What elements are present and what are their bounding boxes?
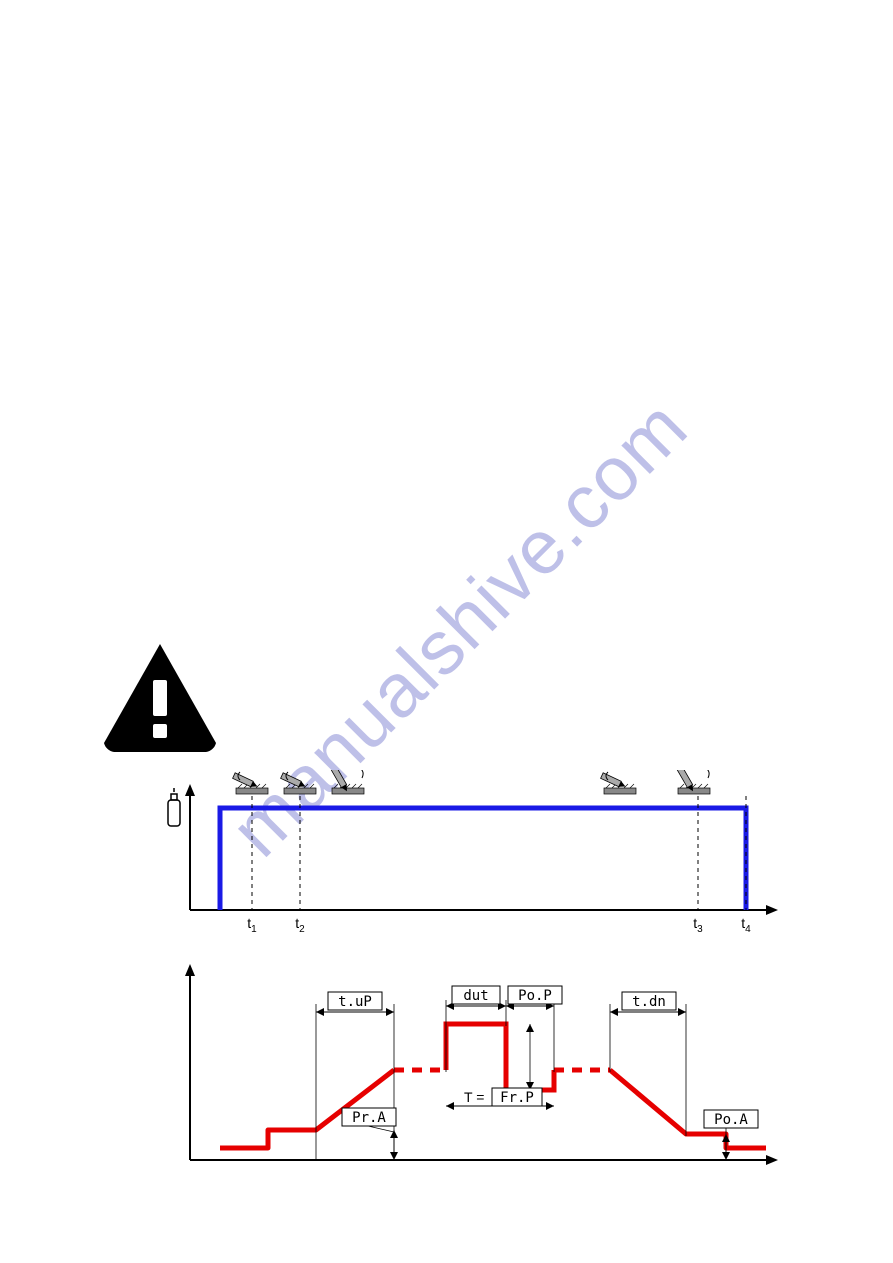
tick-t4: t4: [741, 915, 751, 935]
warning-icon: [100, 644, 220, 752]
svg-text:Pr.A: Pr.A: [352, 1110, 386, 1126]
tick-t3: t3: [693, 915, 703, 935]
svg-text:t.dn: t.dn: [632, 994, 666, 1010]
svg-text:Po.A: Po.A: [714, 1112, 748, 1128]
gas-flow-line: [220, 808, 746, 910]
torch-icon-4: [601, 772, 636, 794]
tick-t2: t2: [295, 915, 305, 935]
svg-text:dut: dut: [463, 988, 488, 1004]
current-profile-right: [610, 1070, 766, 1148]
callout-frp: T = Fr.P: [446, 1024, 554, 1110]
svg-text:Po.P: Po.P: [518, 988, 552, 1004]
callout-tdn: t.dn: [610, 992, 686, 1016]
current-pulse: [446, 1024, 554, 1090]
svg-text:t.uP: t.uP: [338, 994, 372, 1010]
svg-text:Fr.P: Fr.P: [500, 1090, 534, 1106]
callout-pop: Po.P: [506, 986, 562, 1010]
torch-icon-2: [281, 772, 316, 794]
torch-icon-5: [675, 770, 710, 794]
callout-tup: t.uP: [316, 992, 394, 1016]
callout-dut: dut: [446, 986, 506, 1010]
callout-pra: Pr.A: [342, 1108, 398, 1160]
upper-chart: t1 t2 t3 t4: [150, 770, 790, 940]
lower-chart: t.uP dut Po.P t.dn: [150, 960, 790, 1180]
page: manualshive.com t1 t2 t3 t4: [0, 0, 893, 1263]
tick-t1: t1: [247, 915, 257, 935]
torch-icon-3: [329, 770, 364, 794]
torch-icon-1: [233, 772, 268, 794]
svg-text:T =: T =: [464, 1089, 484, 1105]
gas-cylinder-icon: [168, 788, 180, 826]
